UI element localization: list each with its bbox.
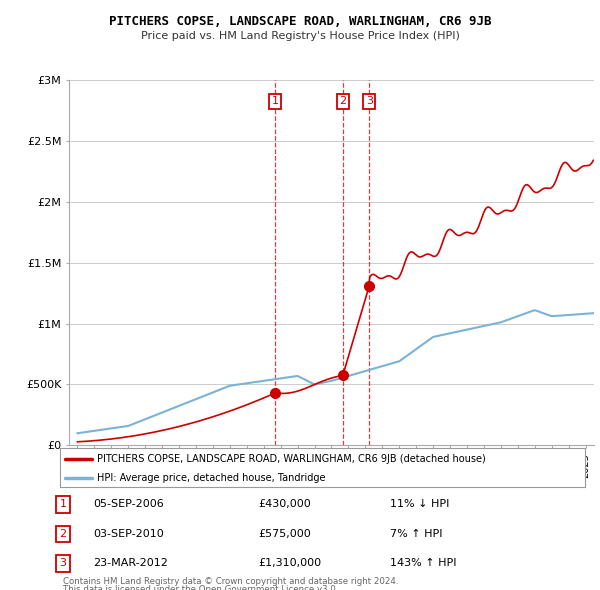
Text: PITCHERS COPSE, LANDSCAPE ROAD, WARLINGHAM, CR6 9JB (detached house): PITCHERS COPSE, LANDSCAPE ROAD, WARLINGH…: [97, 454, 485, 464]
Text: 2: 2: [339, 96, 346, 106]
Text: Price paid vs. HM Land Registry's House Price Index (HPI): Price paid vs. HM Land Registry's House …: [140, 31, 460, 41]
Text: Contains HM Land Registry data © Crown copyright and database right 2024.: Contains HM Land Registry data © Crown c…: [63, 577, 398, 586]
Text: 05-SEP-2006: 05-SEP-2006: [93, 500, 164, 509]
Text: 03-SEP-2010: 03-SEP-2010: [93, 529, 164, 539]
Text: 3: 3: [59, 559, 67, 568]
Text: 7% ↑ HPI: 7% ↑ HPI: [390, 529, 443, 539]
Text: 1: 1: [59, 500, 67, 509]
Text: 2: 2: [59, 529, 67, 539]
Text: 23-MAR-2012: 23-MAR-2012: [93, 559, 168, 568]
Text: £575,000: £575,000: [258, 529, 311, 539]
Text: 143% ↑ HPI: 143% ↑ HPI: [390, 559, 457, 568]
Text: 1: 1: [272, 96, 278, 106]
Text: 3: 3: [366, 96, 373, 106]
Text: This data is licensed under the Open Government Licence v3.0.: This data is licensed under the Open Gov…: [63, 585, 338, 590]
Text: HPI: Average price, detached house, Tandridge: HPI: Average price, detached house, Tand…: [97, 473, 325, 483]
Text: PITCHERS COPSE, LANDSCAPE ROAD, WARLINGHAM, CR6 9JB: PITCHERS COPSE, LANDSCAPE ROAD, WARLINGH…: [109, 15, 491, 28]
Text: £1,310,000: £1,310,000: [258, 559, 321, 568]
Text: £430,000: £430,000: [258, 500, 311, 509]
Text: 11% ↓ HPI: 11% ↓ HPI: [390, 500, 449, 509]
